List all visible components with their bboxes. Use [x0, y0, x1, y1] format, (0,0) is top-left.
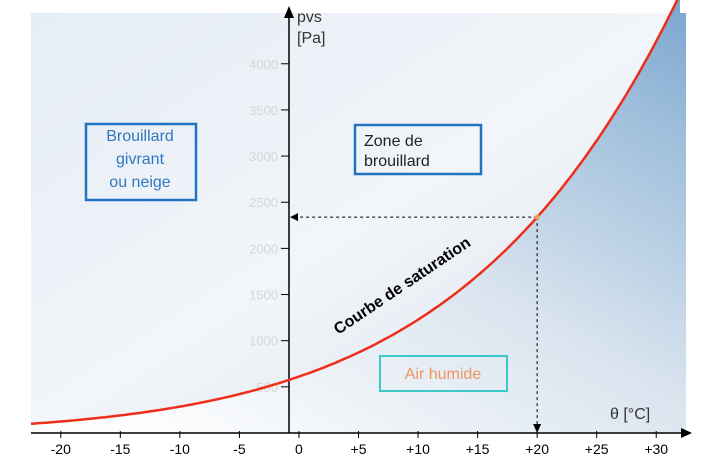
x-tick-label: -20	[51, 441, 71, 457]
y-tick-label: 4000	[249, 57, 278, 72]
x-axis-label: θ [°C]	[610, 406, 650, 423]
guide-arrow-down	[533, 424, 542, 433]
fog-zone-line-1: Zone de	[364, 133, 423, 150]
x-tick-label: +10	[406, 441, 430, 457]
y-axis-label-unit: [Pa]	[297, 30, 325, 47]
x-tick-label: +25	[585, 441, 609, 457]
x-tick-label: +20	[525, 441, 549, 457]
guide-arrow-left	[290, 213, 298, 222]
saturation-point-20c	[534, 214, 540, 220]
x-tick-label: -10	[170, 441, 190, 457]
fog-zone-box	[353, 123, 483, 176]
y-tick-label: 3000	[249, 149, 278, 164]
x-tick-label: 0	[295, 441, 303, 457]
frost-zone-line-2: givrant	[116, 151, 165, 168]
x-tick-label: -5	[233, 441, 246, 457]
x-tick-label: -15	[110, 441, 130, 457]
y-tick-label: 3500	[249, 103, 278, 118]
saturation-curve	[30, 0, 679, 426]
humid-zone-box	[379, 355, 508, 392]
frost-zone-line-1: Brouillard	[106, 128, 174, 145]
y-tick-label: 1500	[249, 288, 278, 303]
y-tick-label: 1000	[249, 334, 278, 349]
frost-zone-line-3: ou neige	[109, 174, 170, 191]
y-tick-label: 2000	[249, 241, 278, 256]
humid-air-region	[31, 0, 686, 433]
y-axis-label-name: pvs	[297, 9, 322, 26]
frost-zone-box	[84, 122, 198, 202]
x-tick-label: +15	[466, 441, 490, 457]
x-axis-arrow	[681, 428, 692, 438]
fog-zone-line-2: brouillard	[364, 153, 430, 170]
x-tick-label: +5	[351, 441, 367, 457]
y-axis-arrow	[284, 6, 294, 18]
y-tick-label: 2500	[249, 195, 278, 210]
humid-zone-label: Air humide	[405, 366, 482, 383]
x-tick-label: +30	[644, 441, 668, 457]
x-ticks: -20 -15 -10 -5 0 +5 +10 +15 +20 +25 +30	[51, 431, 668, 457]
